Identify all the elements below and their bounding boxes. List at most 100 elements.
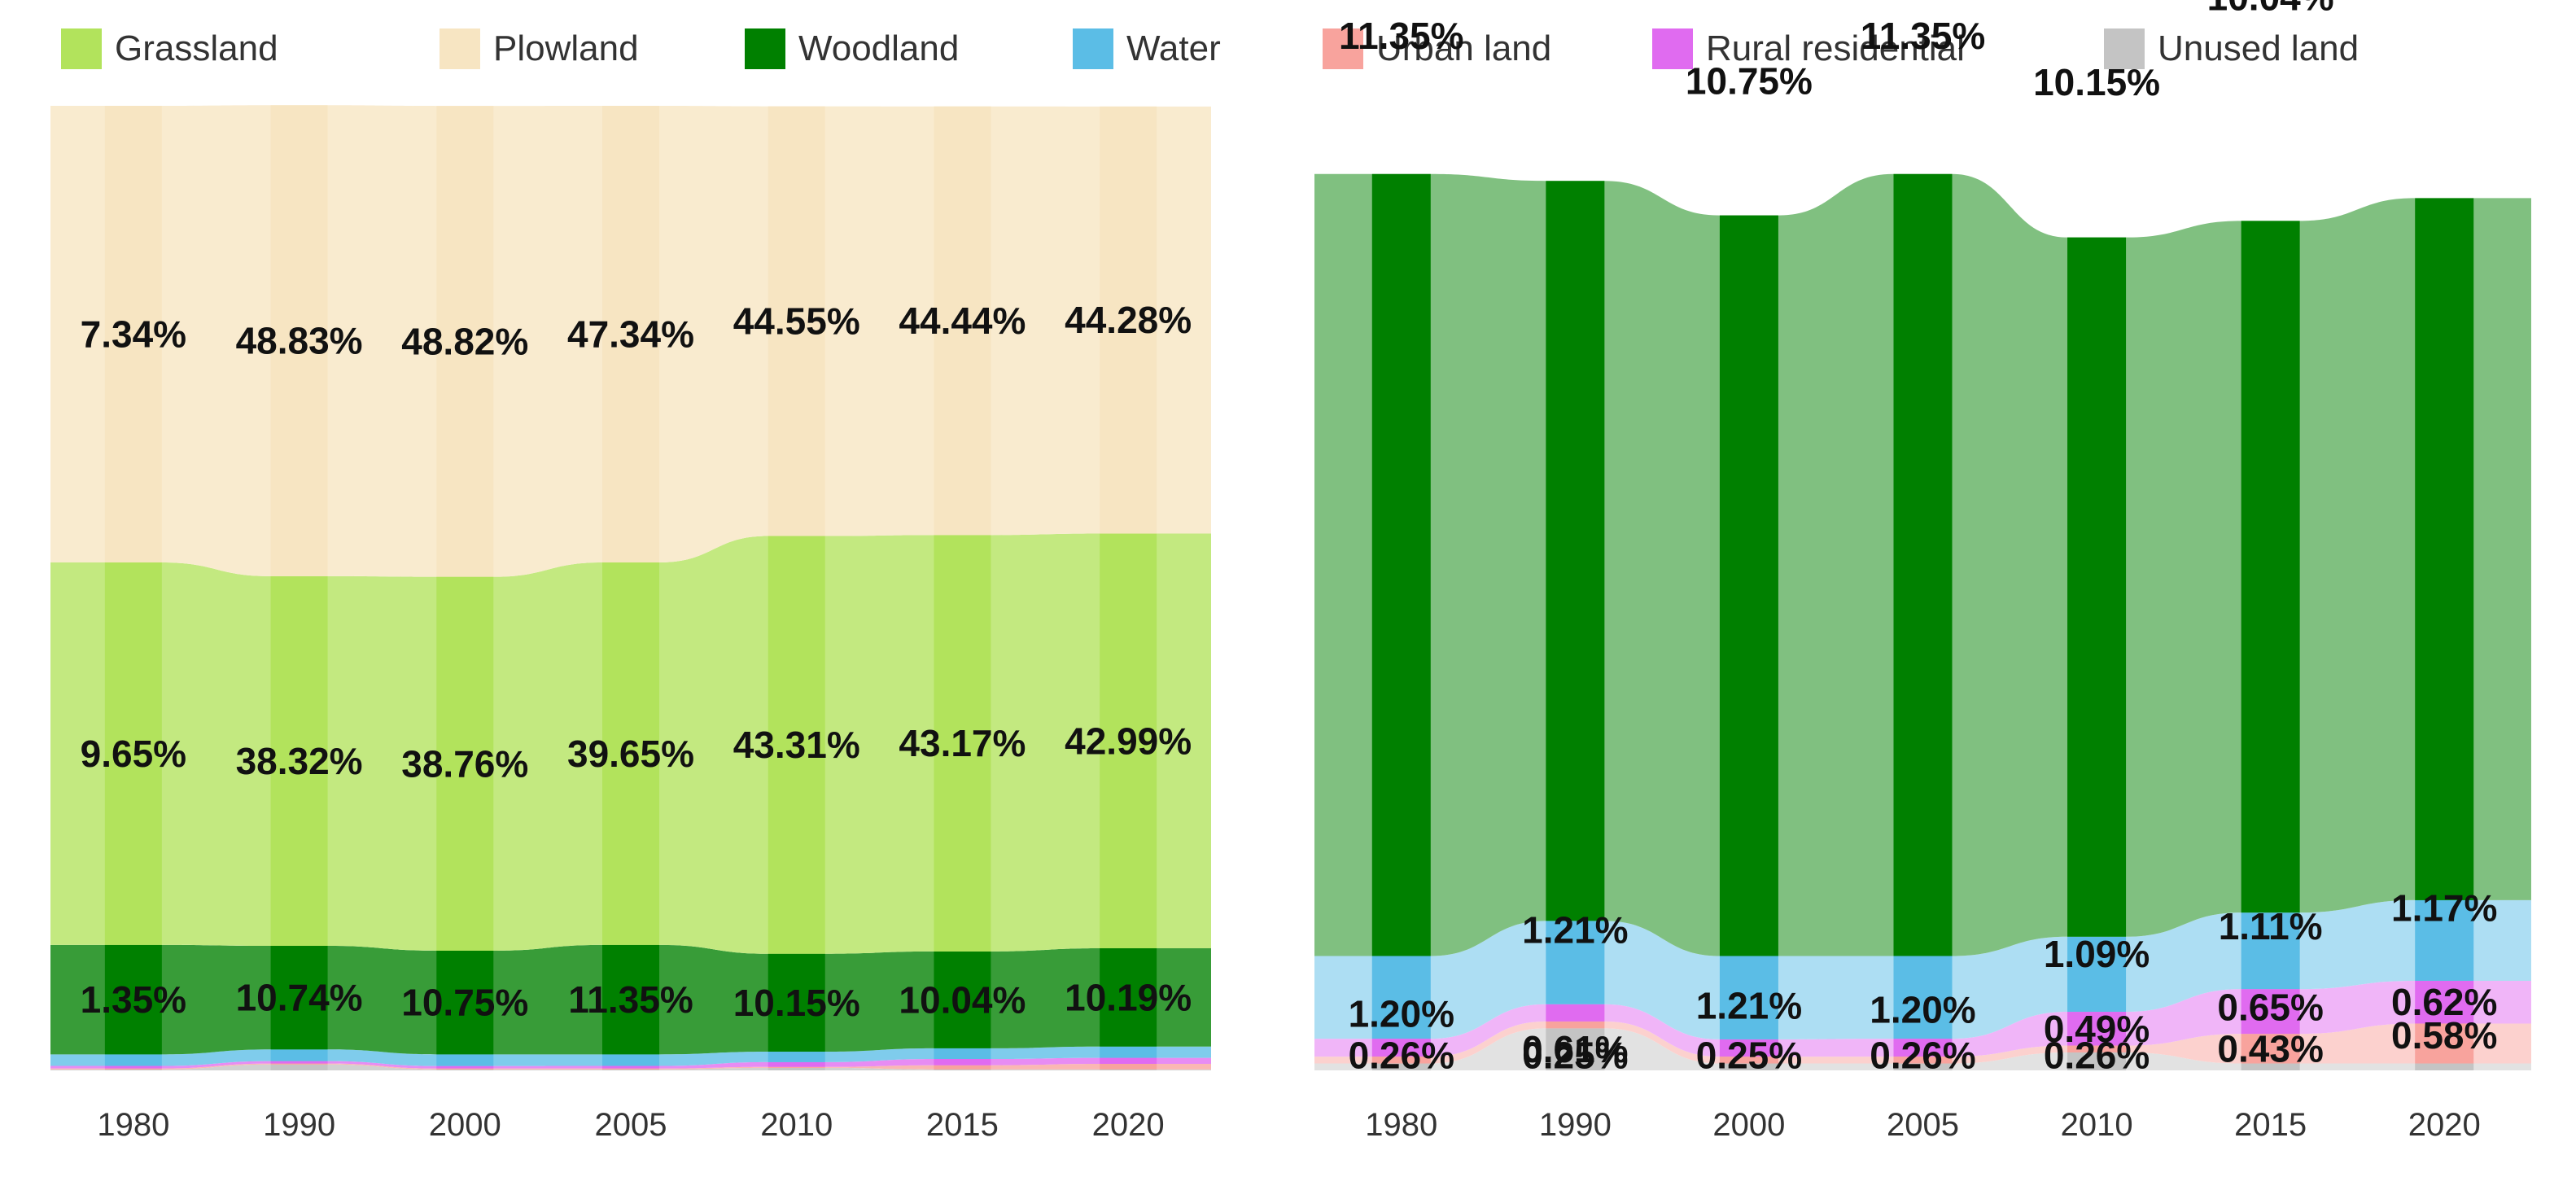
right-label-woodland-2015: 10.04%: [2207, 0, 2334, 18]
left-label-plowland-1990: 48.83%: [236, 320, 363, 362]
legend-swatch-water: [1073, 28, 1113, 69]
right-bar-urban-2005: [1893, 1057, 1953, 1064]
legend-swatch-unused: [2104, 28, 2145, 69]
left-bar-plowland-1990: [270, 105, 328, 576]
left-bar-water-1980: [104, 1054, 162, 1066]
legend-swatch-woodland: [745, 28, 785, 69]
right-bar-woodland-2020: [2415, 198, 2474, 900]
right-flow-band-unused: [1314, 1028, 2531, 1070]
left-bar-woodland-2015: [934, 951, 991, 1048]
left-bar-unused-2010: [768, 1067, 825, 1070]
legend-label-water: Water: [1126, 28, 1221, 68]
right-label-water-2015: 1.11%: [2219, 905, 2323, 947]
left-label-woodland-1990: 10.74%: [236, 977, 363, 1019]
right-label-rural-2015: 0.65%: [2217, 987, 2323, 1029]
right-bar-rural-1980: [1371, 1039, 1431, 1057]
right-bar-rural-2000: [1719, 1039, 1778, 1057]
right-label-woodland-1980: 11.35%: [1339, 15, 1463, 57]
right-label-lower-1980: 0.26%: [1349, 1034, 1454, 1076]
left-label-grassland-1990: 38.32%: [236, 740, 363, 782]
left-label-woodland-2005: 11.35%: [568, 978, 693, 1021]
left-bar-grassland-1980: [104, 562, 162, 945]
legend-swatch-rural: [1652, 28, 1693, 69]
right-panel-minor-land-use: 1980 1990 2000 2005 2010 2015 2020 11.35% 10.74%…: [1314, 0, 2531, 1143]
right-x-tick-2015: 2015: [2234, 1107, 2307, 1143]
left-label-woodland-1980: 1.35%: [81, 978, 186, 1021]
left-bar-water-2015: [934, 1048, 991, 1060]
right-bar-water-1980: [1371, 956, 1431, 1039]
right-bar-unused-1980: [1371, 1063, 1431, 1070]
legend-swatch-grassland: [61, 28, 102, 69]
left-bar-woodland-2000: [436, 950, 494, 1055]
legend-item-plowland: Plowland: [440, 28, 639, 69]
left-flow-band-rural: [50, 1057, 1211, 1069]
legend-item-grassland: Grassland: [61, 28, 278, 69]
left-label-grassland-2015: 43.17%: [899, 722, 1026, 764]
right-label-water-2005: 1.20%: [1870, 988, 1975, 1030]
right-bar-unused-2000: [1719, 1063, 1778, 1070]
right-bar-unused-1990: [1546, 1028, 1605, 1070]
left-bar-grassland-2015: [934, 535, 991, 952]
legend-label-rural: Rural residential: [1706, 28, 1965, 68]
left-bar-urban-1980: [104, 1068, 162, 1070]
left-label-woodland-2015: 10.04%: [899, 978, 1026, 1021]
left-bar-urban-2005: [602, 1068, 659, 1070]
left-bar-unused-1990: [270, 1064, 328, 1070]
left-label-woodland-2010: 10.15%: [733, 982, 860, 1024]
left-label-plowland-2005: 47.34%: [567, 313, 694, 355]
right-bar-urban-1980: [1371, 1057, 1431, 1064]
right-label-lower-2010: 0.26%: [2044, 1034, 2150, 1076]
right-label-lower-2005: 0.26%: [1870, 1034, 1975, 1076]
left-flow-band-urban: [50, 1063, 1211, 1070]
right-bar-water-2000: [1719, 956, 1778, 1039]
legend-item-unused: Unused land: [2104, 28, 2359, 69]
left-bar-grassland-2005: [602, 562, 659, 945]
left-label-woodland-2020: 10.19%: [1065, 976, 1192, 1018]
left-bar-rural-1990: [270, 1061, 328, 1064]
left-bar-urban-2020: [1100, 1063, 1157, 1070]
right-bar-unused-2020: [2415, 1063, 2474, 1070]
right-bar-woodland-2010: [2067, 237, 2127, 937]
right-bar-urban-2000: [1719, 1057, 1778, 1064]
legend-item-rural: Rural residential: [1652, 28, 1965, 69]
left-label-woodland-2000: 10.75%: [401, 982, 528, 1024]
right-bar-rural-2005: [1893, 1039, 1953, 1057]
right-label-water-1990: 1.21%: [1522, 909, 1628, 952]
left-bar-water-1990: [270, 1049, 328, 1061]
left-label-grassland-1980: 9.65%: [81, 733, 186, 775]
right-x-tick-1990: 1990: [1539, 1107, 1612, 1143]
right-bar-rural-2010: [2067, 1012, 2127, 1046]
left-label-grassland-2020: 42.99%: [1065, 720, 1192, 762]
right-label-woodland-2005: 11.35%: [1861, 15, 1985, 57]
left-flow-band-unused: [50, 1064, 1211, 1070]
left-bar-water-2010: [768, 1052, 825, 1062]
legend: Grassland Plowland Woodland Water Urban land…: [61, 28, 2359, 69]
left-x-tick-2000: 2000: [429, 1107, 501, 1143]
left-bar-rural-2010: [768, 1061, 825, 1067]
legend-label-unused: Unused land: [2158, 28, 2359, 68]
left-bar-grassland-2010: [768, 536, 825, 954]
left-label-plowland-2015: 44.44%: [899, 300, 1026, 342]
legend-label-plowland: Plowland: [493, 28, 639, 68]
right-bar-water-1990: [1546, 921, 1605, 1004]
left-bar-water-2000: [436, 1054, 494, 1066]
legend-label-grassland: Grassland: [115, 28, 278, 68]
left-bar-rural-2015: [934, 1059, 991, 1065]
right-x-tick-2020: 2020: [2408, 1107, 2481, 1143]
right-bar-woodland-2000: [1719, 215, 1778, 956]
left-bar-woodland-2005: [602, 944, 659, 1055]
left-bar-urban-1990: [270, 1063, 328, 1065]
legend-label-urban: Urban land: [1376, 28, 1551, 68]
left-bar-woodland-2020: [1100, 947, 1157, 1047]
right-bar-rural-2015: [2241, 989, 2300, 1035]
right-bar-urban-2015: [2241, 1034, 2300, 1064]
left-x-tick-1990: 1990: [263, 1107, 335, 1143]
right-label-urban-2015: 0.43%: [2217, 1027, 2323, 1070]
legend-swatch-plowland: [440, 28, 480, 69]
right-x-tick-2000: 2000: [1712, 1107, 1785, 1143]
right-bar-water-2020: [2415, 899, 2474, 981]
left-bar-rural-2005: [602, 1065, 659, 1069]
left-bar-woodland-2010: [768, 953, 825, 1052]
right-bar-urban-1990: [1546, 1021, 1605, 1029]
left-x-tick-2005: 2005: [595, 1107, 667, 1143]
